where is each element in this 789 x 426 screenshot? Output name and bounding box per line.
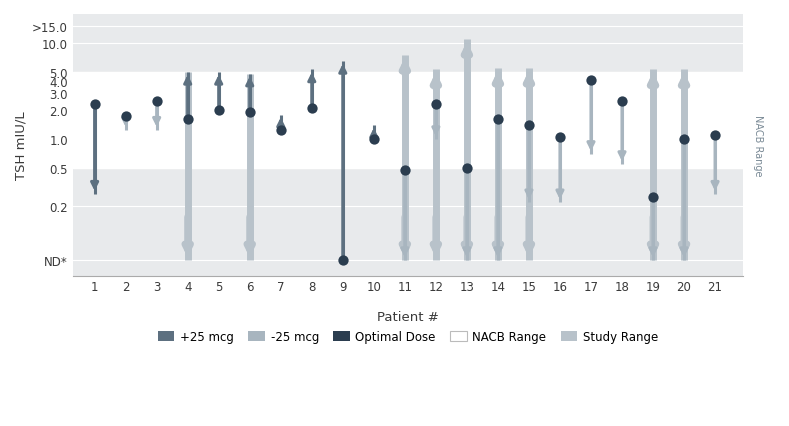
- Point: [429, 102, 442, 109]
- Point: [709, 132, 721, 139]
- Text: NACB Range: NACB Range: [753, 115, 763, 176]
- Point: [554, 134, 567, 141]
- Point: [492, 117, 504, 124]
- Point: [398, 167, 411, 174]
- Text: Patient #: Patient #: [377, 310, 439, 323]
- Point: [181, 117, 194, 124]
- Point: [244, 109, 256, 116]
- Y-axis label: TSH mIU/L: TSH mIU/L: [15, 111, 28, 180]
- Point: [119, 113, 132, 120]
- Point: [461, 165, 473, 172]
- Point: [678, 136, 690, 143]
- Point: [647, 194, 660, 201]
- Point: [305, 105, 318, 112]
- Point: [88, 102, 101, 109]
- Legend: +25 mcg, -25 mcg, Optimal Dose, NACB Range, Study Range: +25 mcg, -25 mcg, Optimal Dose, NACB Ran…: [153, 326, 663, 348]
- Point: [336, 257, 349, 264]
- Bar: [73, 73, 743, 169]
- Point: [522, 122, 535, 129]
- Point: [275, 127, 287, 134]
- Point: [615, 98, 628, 105]
- Point: [368, 136, 380, 143]
- Point: [212, 107, 225, 114]
- Point: [585, 78, 597, 84]
- Point: [151, 98, 163, 105]
